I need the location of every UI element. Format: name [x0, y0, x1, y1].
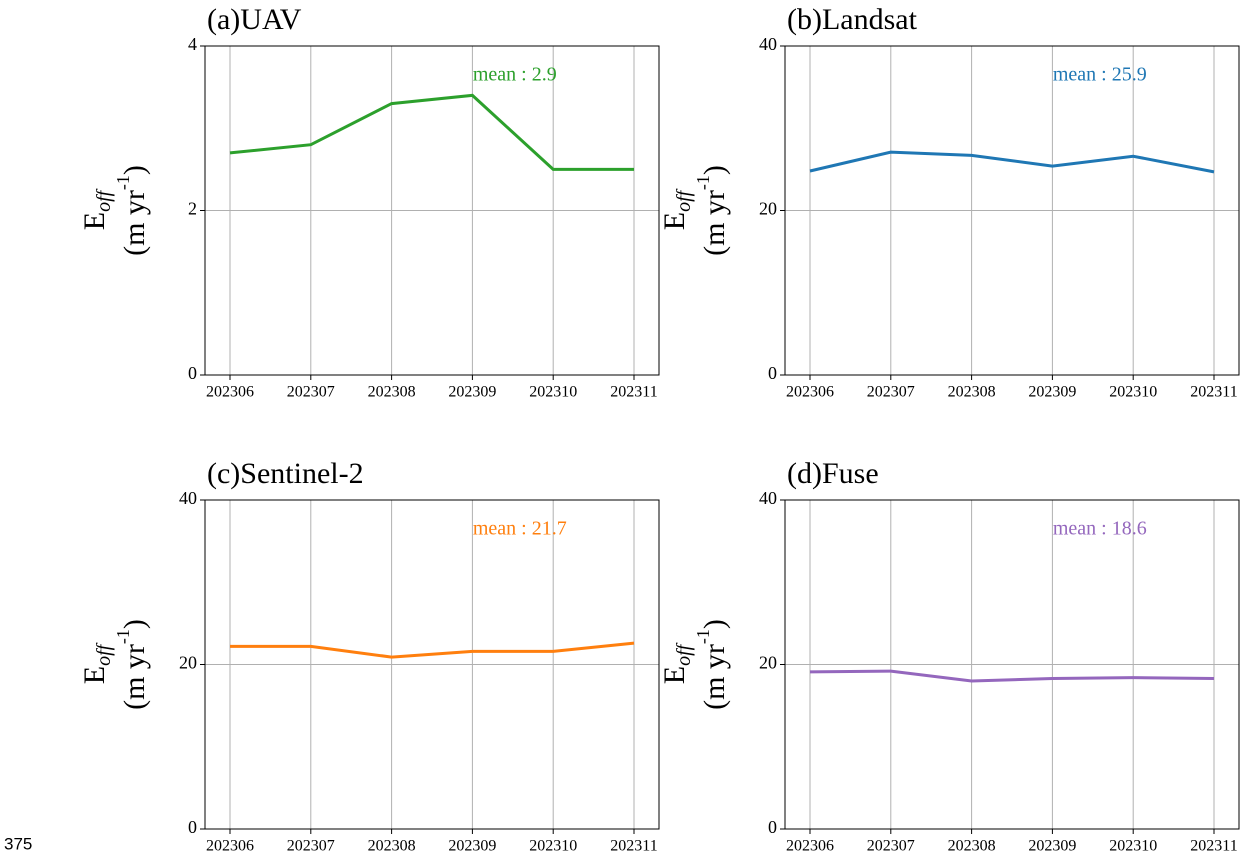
y-axis-label: (m yr-1)	[693, 165, 731, 256]
x-tick-label: 202308	[368, 384, 416, 401]
y-tick-label: 20	[759, 653, 777, 673]
x-tick-label: 202308	[948, 838, 996, 855]
x-tick-label: 202310	[1109, 838, 1157, 855]
data-line	[229, 93, 634, 171]
x-tick-label: 202307	[867, 384, 915, 401]
y-label-unit: (m yr	[118, 190, 151, 256]
panel: 0 20 40 202306 202307 202308 202309 202310 20231…	[78, 457, 660, 855]
x-tick-label: 202307	[867, 838, 915, 855]
y-axis-label: Eoff	[658, 188, 695, 230]
x-tick-label: 202311	[610, 838, 657, 855]
y-label-superscript: -1	[113, 175, 133, 190]
y-label-superscript: -1	[693, 629, 713, 644]
y-label-subscript: off	[93, 188, 115, 212]
chart-title: (c)Sentinel-2	[207, 457, 364, 490]
data-line	[230, 641, 635, 659]
y-label-close: )	[118, 619, 151, 629]
y-tick-label: 0	[188, 363, 197, 383]
y-tick-label: 20	[179, 653, 197, 673]
y-label-symbol: E	[78, 212, 111, 230]
y-label-close: )	[118, 165, 151, 175]
chart-title: (a)UAV	[207, 3, 302, 36]
chart-title: (d)Fuse	[787, 457, 879, 490]
x-tick-label: 202311	[610, 384, 657, 401]
y-tick-label: 40	[179, 488, 197, 508]
y-label-superscript: -1	[693, 175, 713, 190]
y-label-subscript: off	[93, 642, 115, 666]
annotation: mean : 21.7	[473, 518, 567, 540]
y-tick-label: 0	[188, 817, 197, 837]
x-tick-label: 202306	[786, 384, 834, 401]
panel: 0 20 40 202306 202307 202308 202309 202310 20231…	[658, 3, 1240, 401]
x-tick-label: 202311	[1190, 384, 1237, 401]
y-tick-label: 0	[768, 817, 777, 837]
data-line	[809, 150, 1215, 174]
x-tick-label: 202310	[529, 384, 577, 401]
x-tick-label: 202309	[1028, 838, 1076, 855]
y-label-superscript: -1	[113, 629, 133, 644]
y-tick-label: 20	[759, 199, 777, 219]
y-tick-label: 2	[188, 199, 197, 219]
y-tick-label: 4	[188, 34, 197, 54]
y-label-symbol: E	[658, 666, 691, 684]
y-label-subscript: off	[673, 642, 695, 666]
x-tick-label: 202309	[448, 384, 496, 401]
y-label-unit: (m yr	[118, 644, 151, 710]
y-label-unit: (m yr	[698, 644, 731, 710]
x-tick-label: 202306	[206, 384, 254, 401]
y-axis-label: (m yr-1)	[113, 619, 151, 710]
x-tick-label: 202309	[1028, 384, 1076, 401]
y-tick-label: 40	[759, 34, 777, 54]
y-axis-label: Eoff	[78, 188, 115, 230]
x-tick-label: 202310	[529, 838, 577, 855]
y-axis-label: Eoff	[658, 642, 695, 684]
x-tick-label: 202311	[1190, 838, 1237, 855]
page-number: 375	[4, 834, 32, 853]
x-tick-label: 202307	[287, 838, 335, 855]
data-line	[809, 669, 1215, 683]
x-tick-label: 202306	[786, 838, 834, 855]
y-label-subscript: off	[673, 188, 695, 212]
panel: 0 20 40 202306 202307 202308 202309 202310 20231…	[658, 457, 1240, 855]
x-tick-label: 202307	[287, 384, 335, 401]
y-tick-label: 0	[768, 363, 777, 383]
x-tick-label: 202310	[1109, 384, 1157, 401]
y-tick-label: 40	[759, 488, 777, 508]
y-axis-label: (m yr-1)	[113, 165, 151, 256]
annotation: mean : 2.9	[473, 64, 557, 86]
annotation: mean : 18.6	[1053, 518, 1147, 540]
x-tick-label: 202306	[206, 838, 254, 855]
chart-title: (b)Landsat	[787, 3, 918, 36]
x-tick-label: 202308	[368, 838, 416, 855]
y-axis-label: (m yr-1)	[693, 619, 731, 710]
y-label-symbol: E	[658, 212, 691, 230]
y-label-unit: (m yr	[698, 190, 731, 256]
x-tick-label: 202309	[448, 838, 496, 855]
y-label-close: )	[698, 165, 731, 175]
annotation: mean : 25.9	[1053, 64, 1147, 86]
panel: 0 2 4 202306 202307 202308 202309 202310 202311 m…	[78, 3, 660, 401]
y-axis-label: Eoff	[78, 642, 115, 684]
y-label-close: )	[698, 619, 731, 629]
x-tick-label: 202308	[948, 384, 996, 401]
y-label-symbol: E	[78, 666, 111, 684]
